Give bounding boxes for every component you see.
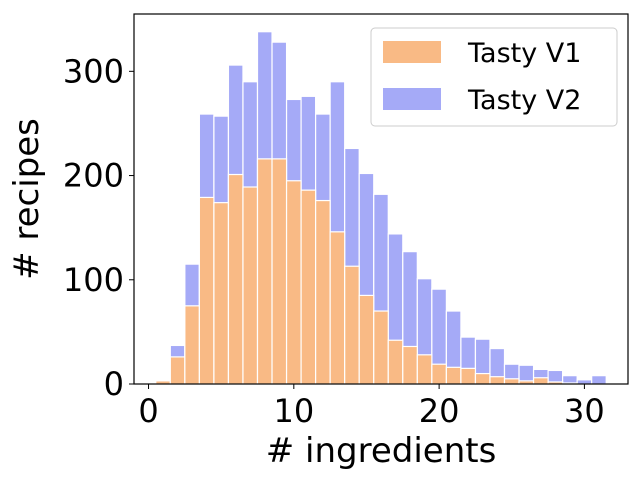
x-tick-label: 30 xyxy=(564,392,605,430)
legend: Tasty V1 Tasty V2 xyxy=(370,27,618,127)
tasty-v1-bar-14 xyxy=(344,265,360,385)
tasty-v1-bar-22 xyxy=(460,367,477,385)
tasty-v1-bar-8 xyxy=(256,158,273,385)
tasty-v1-bar-16 xyxy=(373,310,389,385)
tasty-v1-bar-7 xyxy=(242,186,259,385)
tasty-v1-bar-11 xyxy=(300,189,317,385)
tasty-v1-bar-27 xyxy=(532,377,549,385)
tasty-v1-bar-18 xyxy=(402,345,418,385)
tasty-v1-bar-3 xyxy=(184,305,200,385)
legend-label-tasty-v1: Tasty V1 xyxy=(467,38,581,69)
tasty-v1-bar-25 xyxy=(503,378,520,385)
tasty-v1-bar-15 xyxy=(358,294,375,385)
tasty-v2-bar-30 xyxy=(576,379,593,385)
tasty-v1-bar-24 xyxy=(489,376,506,385)
tasty-v1-bar-20 xyxy=(431,363,447,385)
tasty-v1-bar-17 xyxy=(387,339,404,385)
tasty-v1-bar-12 xyxy=(315,199,331,385)
y-axis-ticks: 0 100 200 300 xyxy=(63,52,134,403)
y-tick-label: 0 xyxy=(104,365,124,403)
y-tick-label: 200 xyxy=(63,157,124,195)
tasty-v1-bar-4 xyxy=(198,196,215,385)
x-tick-label: 0 xyxy=(138,392,158,430)
tasty-v1-bar-5 xyxy=(213,202,230,385)
x-tick-label: 10 xyxy=(273,392,314,430)
x-tick-label: 20 xyxy=(419,392,460,430)
tasty-v1-bar-23 xyxy=(474,372,491,385)
tasty-v1-bar-2 xyxy=(169,356,186,385)
x-axis-ticks: 0 10 20 30 xyxy=(138,384,605,430)
legend-swatch-tasty-v1 xyxy=(383,41,441,63)
tasty-v1-bar-19 xyxy=(416,354,433,385)
tasty-v1-bar-6 xyxy=(227,173,244,385)
legend-swatch-tasty-v2 xyxy=(383,88,441,110)
legend-label-tasty-v2: Tasty V2 xyxy=(467,85,581,116)
tasty-v1-bar-21 xyxy=(445,366,462,385)
y-tick-label: 300 xyxy=(63,52,124,90)
x-axis-label: # ingredients xyxy=(266,431,497,471)
tasty-v1-bar-10 xyxy=(285,180,302,385)
tasty-v1-bar-13 xyxy=(329,231,346,385)
tasty-v1-bar-9 xyxy=(271,158,288,385)
tasty-v2-bar-31 xyxy=(591,375,607,385)
plot-area-frame xyxy=(133,13,629,385)
y-tick-label: 100 xyxy=(63,261,124,299)
y-axis-label: # recipes xyxy=(7,118,47,280)
